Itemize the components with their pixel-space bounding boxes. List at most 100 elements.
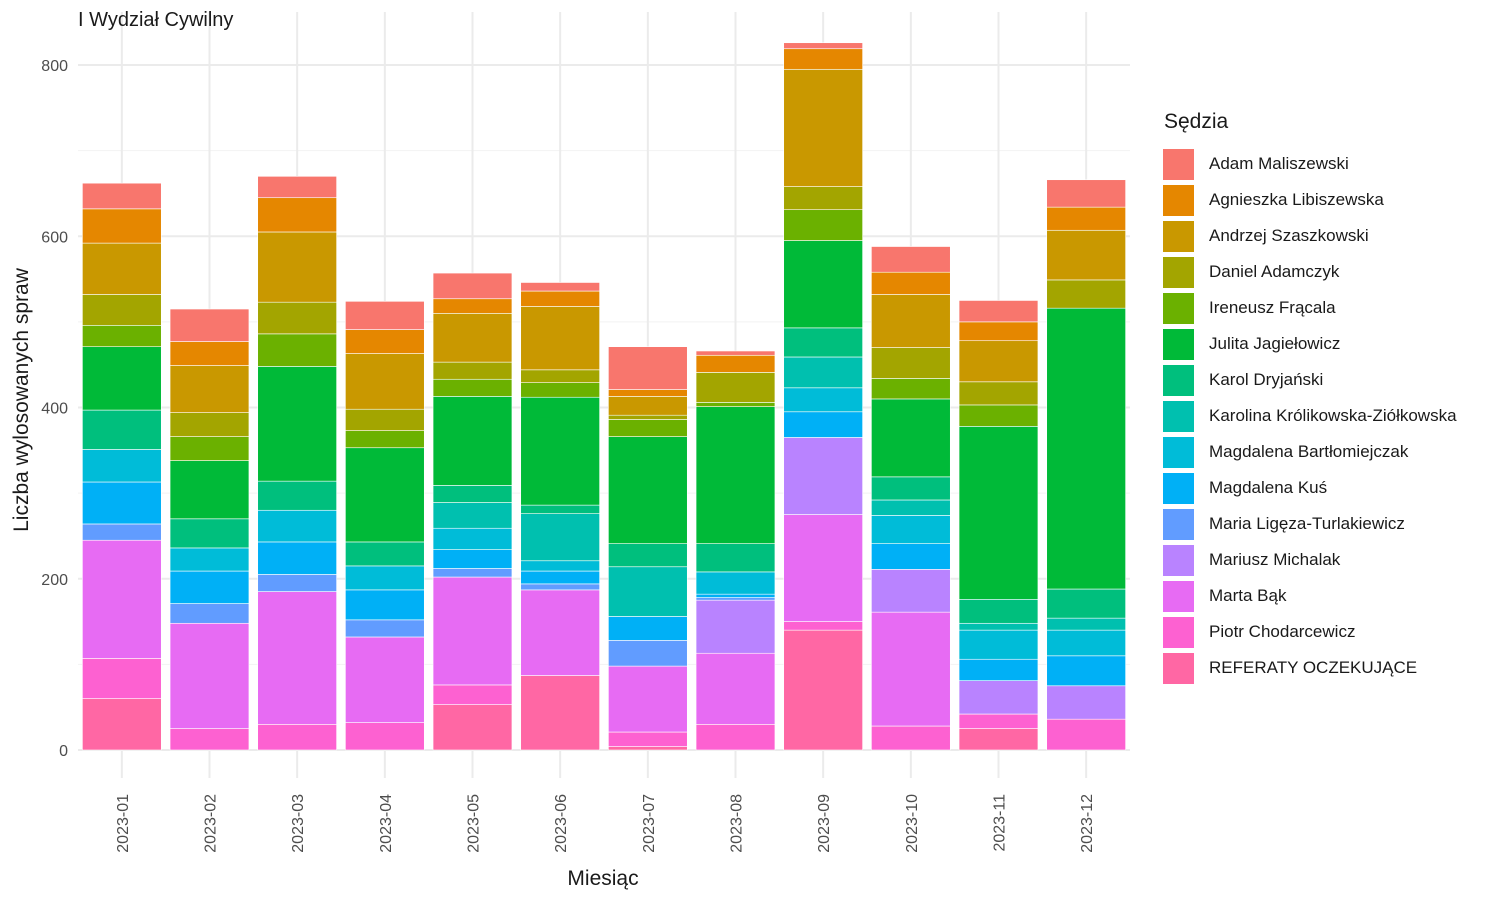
legend-item: Magdalena Kuś: [1162, 470, 1457, 506]
bar-segment: [432, 298, 513, 314]
y-tick-label: 400: [41, 401, 68, 418]
bar-segment: [82, 481, 162, 525]
legend-label: Karolina Królikowska-Ziółkowska: [1209, 406, 1457, 425]
chart-title: I Wydział Cywilny: [78, 9, 233, 31]
x-tick-label: 2023-11: [992, 794, 1009, 852]
bar-segment: [520, 290, 600, 307]
legend-label: Piotr Chodarcewicz: [1209, 622, 1356, 641]
bar-segment: [871, 378, 951, 400]
bar-segment: [432, 527, 513, 550]
bar-segment: [608, 731, 688, 747]
bar-segment: [871, 398, 951, 478]
bar-segment: [520, 504, 600, 514]
x-tick-label: 2023-07: [641, 794, 658, 853]
legend-item: Karolina Królikowska-Ziółkowska: [1162, 398, 1457, 434]
legend-item: Agnieszka Libiszewska: [1162, 182, 1457, 218]
bar-segment: [695, 599, 776, 654]
bar-segment: [871, 246, 951, 273]
bar-segment: [169, 436, 250, 461]
bar-segment: [871, 476, 951, 501]
bar-segment: [432, 502, 513, 529]
bar-segment: [169, 570, 250, 604]
bar-segment: [958, 426, 1039, 600]
bar-segment: [257, 541, 337, 575]
legend: Sędzia Adam Maliszewski Agnieszka Libisze…: [1162, 110, 1457, 686]
bar-segment: [695, 597, 776, 601]
legend-label: Agnieszka Libiszewska: [1209, 190, 1384, 209]
legend-swatch: [1162, 651, 1195, 685]
bar-segment: [1046, 617, 1126, 631]
bar-segment: [169, 341, 250, 366]
bar-segment: [1046, 629, 1126, 657]
bar-segment: [695, 724, 776, 751]
bar-segment: [432, 549, 513, 569]
bar-segment: [871, 515, 951, 544]
bar-segment: [432, 684, 513, 705]
bar-segment: [520, 306, 600, 371]
bar-segment: [608, 616, 688, 641]
bar-segment: [82, 539, 162, 659]
bar-segment: [958, 598, 1039, 624]
bar-segment: [871, 499, 951, 516]
bar-segment: [82, 523, 162, 541]
x-tick-label: 2023-04: [378, 794, 395, 853]
bar-segment: [783, 327, 863, 358]
bar-segment: [432, 568, 513, 578]
bar-segment: [169, 547, 250, 572]
bar-segment: [695, 543, 776, 573]
bar-segment: [608, 566, 688, 617]
legend-swatch: [1162, 147, 1195, 181]
bar-segment: [169, 412, 250, 437]
bar-segment: [345, 565, 425, 591]
y-tick-label: 200: [41, 572, 68, 589]
legend-item: Marta Bąk: [1162, 578, 1457, 614]
x-tick-label: 2023-06: [553, 794, 570, 853]
legend-label: REFERATY OCZEKUJĄCE: [1209, 658, 1418, 677]
legend-swatch: [1162, 615, 1195, 649]
x-axis-title: Miesiąc: [567, 867, 638, 890]
bar-segment: [1046, 206, 1126, 231]
legend-item: Piotr Chodarcewicz: [1162, 614, 1457, 650]
bar-segment: [958, 321, 1039, 342]
bar-segment: [432, 396, 513, 486]
bar-segment: [783, 186, 863, 211]
bar-segment: [257, 176, 337, 199]
legend-swatch: [1162, 435, 1195, 469]
bar-segment: [958, 381, 1039, 406]
legend-swatch: [1162, 327, 1195, 361]
bar-segment: [169, 460, 250, 520]
legend-label: Magdalena Kuś: [1209, 478, 1328, 497]
bar-segment: [82, 242, 162, 295]
bar-segment: [871, 725, 951, 751]
bar-segment: [520, 382, 600, 398]
bar-segment: [257, 197, 337, 233]
bar-segment: [958, 680, 1039, 715]
bar-segment: [169, 308, 250, 342]
bar-segment: [871, 294, 951, 348]
bar-segment: [257, 591, 337, 725]
bars-layer: [82, 42, 1126, 751]
bar-segment: [608, 665, 688, 733]
legend-item: Andrzej Szaszkowski: [1162, 218, 1457, 254]
x-tick-label: 2023-01: [115, 794, 132, 853]
legend-item: REFERATY OCZEKUJĄCE: [1162, 650, 1457, 686]
bar-segment: [169, 728, 250, 751]
bar-segment: [82, 208, 162, 244]
bar-segment: [345, 636, 425, 723]
legend-label: Karol Dryjański: [1209, 370, 1324, 389]
bar-segment: [958, 300, 1039, 323]
bar-segment: [608, 389, 688, 397]
bar-segment: [1046, 655, 1126, 687]
bar-segment: [520, 583, 600, 591]
bar-segment: [82, 346, 162, 411]
legend-label: Daniel Adamczyk: [1209, 262, 1340, 281]
bar-segment: [345, 447, 425, 543]
bar-segment: [608, 640, 688, 667]
bar-segment: [695, 652, 776, 725]
legend-swatch: [1162, 291, 1195, 325]
bar-segment: [257, 480, 337, 511]
bar-segment: [520, 675, 600, 751]
legend-label: Marta Bąk: [1209, 586, 1287, 605]
y-tick-label: 600: [41, 229, 68, 246]
